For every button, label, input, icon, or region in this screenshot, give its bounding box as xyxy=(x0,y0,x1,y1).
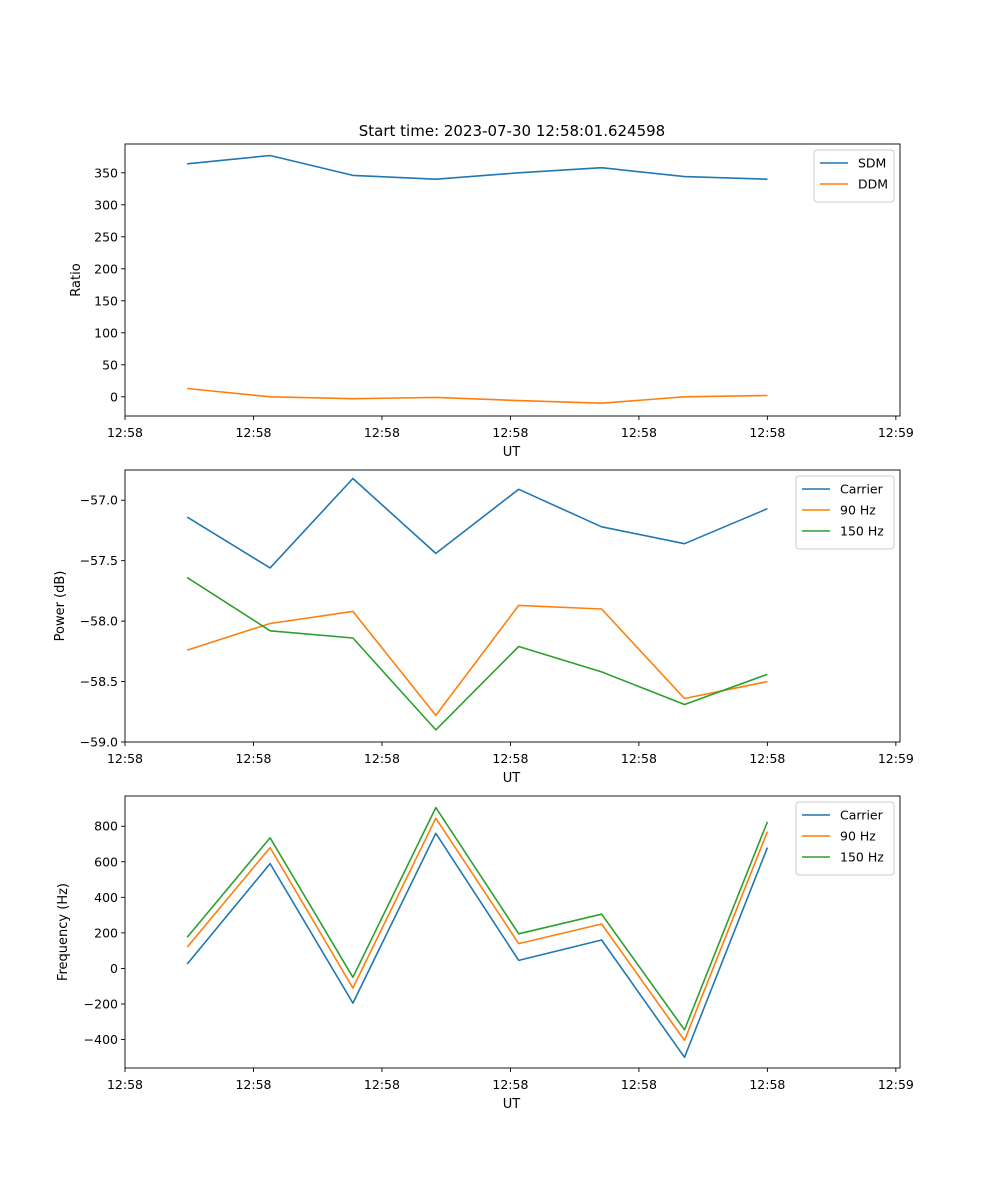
ratio-x-axis-label: UT xyxy=(503,445,521,460)
power-x-axis-label: UT xyxy=(503,771,521,786)
power-x-tick-label: 12:58 xyxy=(235,751,271,766)
power-x-tick-label: 12:58 xyxy=(621,751,657,766)
power-legend-label-carrier: Carrier xyxy=(840,482,884,497)
ratio-axes-frame xyxy=(124,143,901,417)
ratio-y-axis-label: Ratio xyxy=(69,263,84,296)
frequency-y-tick-label: 200 xyxy=(94,925,118,940)
power-axes-frame xyxy=(124,469,901,743)
ratio-x-tick-label: 12:58 xyxy=(107,425,143,440)
power-panel: 12:58 12:58 12:58 12:58 12:58 12:58 12:59 −59.0… xyxy=(53,469,914,786)
frequency-x-tick-label: 12:58 xyxy=(621,1077,657,1092)
frequency-y-tick-label: −200 xyxy=(84,997,118,1012)
power-legend: Carrier 90 Hz 150 Hz xyxy=(795,475,895,550)
frequency-y-tick-label: 0 xyxy=(110,961,118,976)
ratio-x-tick-label: 12:58 xyxy=(621,425,657,440)
power-x-tick-label: 12:59 xyxy=(878,751,914,766)
ratio-y-tick-label: 100 xyxy=(94,325,118,340)
ratio-y-tick-label: 50 xyxy=(102,357,118,372)
ratio-series-sdm xyxy=(187,154,768,180)
power-y-tick-label: −59.0 xyxy=(80,735,118,750)
frequency-legend: Carrier 90 Hz 150 Hz xyxy=(795,801,895,876)
power-legend-label-150-hz: 150 Hz xyxy=(840,524,884,539)
figure-title: Start time: 2023-07-30 12:58:01.624598 xyxy=(359,122,665,140)
frequency-series-150-hz xyxy=(186,806,769,1031)
power-y-tick-label: −58.0 xyxy=(80,614,118,629)
power-legend-label-90-hz: 90 Hz xyxy=(840,503,876,518)
frequency-legend-label-90-hz: 90 Hz xyxy=(840,829,876,844)
ratio-x-tick-label: 12:59 xyxy=(878,425,914,440)
frequency-x-tick-label: 12:59 xyxy=(878,1077,914,1092)
frequency-series-carrier xyxy=(186,832,769,1059)
ratio-y-tick-label: 250 xyxy=(94,229,118,244)
ratio-x-tick-label: 12:58 xyxy=(364,425,400,440)
frequency-y-tick-label: 800 xyxy=(94,819,118,834)
frequency-axes-frame xyxy=(124,795,901,1069)
power-series-90-hz xyxy=(186,604,768,717)
ratio-y-tick-label: 150 xyxy=(94,293,118,308)
power-x-tick-label: 12:58 xyxy=(492,751,528,766)
ratio-series-ddm xyxy=(187,387,768,405)
power-x-tick-label: 12:58 xyxy=(107,751,143,766)
ratio-x-tick-label: 12:58 xyxy=(492,425,528,440)
ratio-legend-label-sdm: SDM xyxy=(858,156,886,171)
ratio-y-tick-label: 300 xyxy=(94,197,118,212)
frequency-legend-label-carrier: Carrier xyxy=(840,808,884,823)
frequency-x-tick-label: 12:58 xyxy=(235,1077,271,1092)
frequency-y-tick-label: −400 xyxy=(84,1032,118,1047)
power-series-150-hz xyxy=(186,576,768,731)
frequency-series-90-hz xyxy=(186,817,769,1042)
frequency-y-tick-label: 600 xyxy=(94,854,118,869)
frequency-legend-label-150-hz: 150 Hz xyxy=(840,850,884,865)
frequency-x-tick-label: 12:58 xyxy=(107,1077,143,1092)
frequency-panel: 12:58 12:58 12:58 12:58 12:58 12:58 12:59 −400 −… xyxy=(56,795,914,1112)
ratio-y-tick-label: 200 xyxy=(94,261,118,276)
frequency-x-axis-label: UT xyxy=(503,1097,521,1112)
power-x-tick-label: 12:58 xyxy=(749,751,785,766)
ratio-legend-label-ddm: DDM xyxy=(858,177,888,192)
power-y-tick-label: −58.5 xyxy=(80,674,118,689)
frequency-y-tick-label: 400 xyxy=(94,890,118,905)
power-series-carrier xyxy=(186,477,768,569)
ratio-x-tick-label: 12:58 xyxy=(235,425,271,440)
frequency-x-tick-label: 12:58 xyxy=(492,1077,528,1092)
power-x-tick-label: 12:58 xyxy=(364,751,400,766)
frequency-y-axis-label: Frequency (Hz) xyxy=(56,883,71,981)
power-y-tick-label: −57.0 xyxy=(80,493,118,508)
ratio-legend: SDM DDM xyxy=(813,149,895,203)
ratio-panel: 12:58 12:58 12:58 12:58 12:58 12:58 12:59 0 50 10… xyxy=(69,143,914,460)
frequency-x-tick-label: 12:58 xyxy=(364,1077,400,1092)
ratio-y-tick-label: 0 xyxy=(110,389,118,404)
ratio-y-tick-label: 350 xyxy=(94,165,118,180)
ratio-x-tick-label: 12:58 xyxy=(749,425,785,440)
power-y-tick-label: −57.5 xyxy=(80,553,118,568)
frequency-x-tick-label: 12:58 xyxy=(749,1077,785,1092)
power-y-axis-label: Power (dB) xyxy=(53,571,68,642)
